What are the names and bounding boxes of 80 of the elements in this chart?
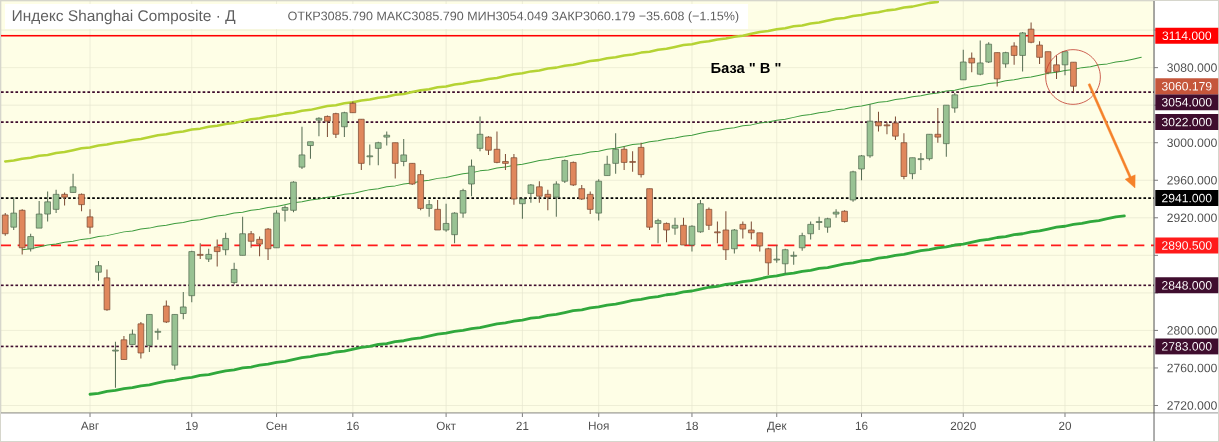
candlestick [112,341,119,389]
candlestick [69,173,77,193]
ref-line-label: 2848.000 [1162,281,1212,290]
candlestick [341,111,348,138]
ref-line-label: 3022.000 [1161,117,1212,127]
ref-line-label: 3054.000 [1161,97,1212,107]
candlestick [86,208,94,235]
candlestick [163,299,170,324]
candlestick [731,228,738,254]
y-tick-label: 2800.000 [1167,326,1217,335]
candlestick [230,262,238,285]
x-tick-label: Дек [767,421,787,433]
y-tick-label: 3080.000 [1167,63,1217,72]
candlestick [391,142,399,179]
candlestick [1019,31,1026,72]
text: ОТКР3085.790 МАКС3085.790 МИН3054.049 ЗАКР3060.179 −35.608 (−1.15%) [288,11,739,23]
candlestick [434,199,441,231]
candlestick [425,199,433,218]
x-tick-label: 21 [516,421,529,430]
ref-line-label: 2941.000 [1162,193,1212,203]
candlestick [1036,40,1043,65]
candlestick [468,159,475,197]
candlestick [315,116,323,137]
y-tick-label: 2720.000 [1167,401,1217,410]
candlestick [680,217,687,246]
candlestick [239,216,246,256]
candlestick [671,217,679,236]
ref-line-label: 3114.000 [1162,31,1212,41]
candlestick [527,183,535,204]
candlestick [459,188,467,219]
candlestick [180,291,187,320]
x-tick-label: 16 [347,421,359,431]
candlestick [765,247,772,276]
candlestick [663,221,670,243]
x-tick-label: Ноя [588,421,609,430]
ref-line-label: 2783.000 [1162,342,1212,351]
x-tick-label: Сен [266,421,287,431]
candlestick [603,155,611,177]
candlestick [213,238,221,268]
x-tick-label: 18 [686,421,698,431]
candlestick [586,191,594,215]
candlestick [10,196,17,231]
text: 3060.179 [1161,81,1212,91]
candlestick [298,126,306,170]
candlestick [95,260,102,282]
candlestick [400,138,407,167]
x-tick-label: 20 [1059,421,1072,431]
x-tick-label: Окт [436,421,456,431]
candlestick [52,189,60,214]
x-tick-label: 19 [186,421,198,431]
candlestick [553,180,560,218]
candlestick [1061,51,1069,76]
y-tick-label: 2760.000 [1167,363,1217,373]
candlestick [832,208,840,219]
x-tick-label: 16 [855,421,868,431]
candlestick [519,197,526,220]
ref-line-label: 2890.500 [1162,241,1212,250]
annotation: База " В " [711,62,781,74]
y-tick-label: 2960.000 [1167,175,1217,185]
candlestick [968,52,975,73]
candlestick [570,160,577,187]
candlestick [688,224,696,253]
candlestick [1,212,9,237]
candlestick [705,206,713,231]
candlestick [960,49,967,81]
candlestick [264,227,272,261]
text: Индекс Shanghai Composite · Д [12,9,236,25]
x-tick-label: Авг [80,421,99,430]
candlestick [934,107,942,144]
candlestick [612,132,619,175]
candlestick [654,218,662,244]
candlestick [222,232,229,256]
candlestick [120,335,128,361]
x-tick-label: 2020 [950,421,976,431]
candlestick [1010,41,1018,66]
candlestick [892,115,899,141]
y-tick-label: 2920.000 [1167,213,1217,223]
candlestick [476,115,484,152]
candlestick [366,144,374,166]
y-tick-label: 3000.000 [1167,138,1217,148]
